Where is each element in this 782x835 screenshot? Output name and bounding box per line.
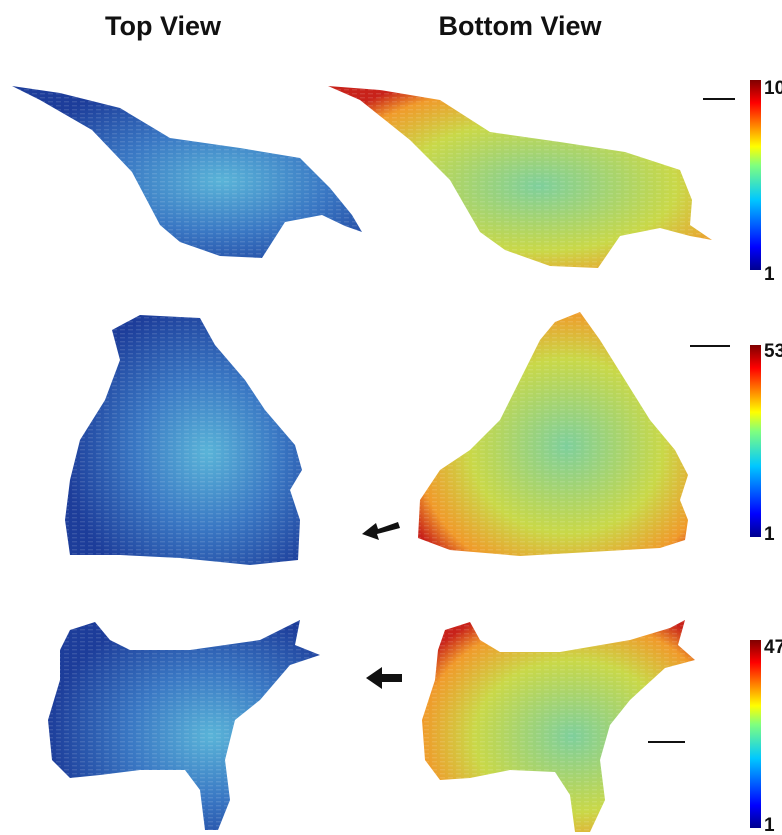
arrow [362,522,400,540]
colorbar-min: 1 [764,264,775,285]
colorbar [750,80,761,270]
cell-image [65,315,302,565]
colorbar-max: 471 [764,637,782,658]
cell-image [328,86,712,268]
colorbar [750,345,761,537]
colorbar-max: 104 [764,78,782,99]
cell-image [418,312,688,556]
arrow [366,667,402,689]
colorbar-min: 1 [764,815,775,835]
cell-image [12,86,362,258]
colorbar [750,640,761,828]
cell-image [48,620,320,830]
cell-image [422,620,695,832]
colorbar-min: 1 [764,524,775,545]
column-header: Bottom View [438,11,602,41]
column-header: Top View [105,11,222,41]
colorbar-max: 53 [764,341,782,362]
